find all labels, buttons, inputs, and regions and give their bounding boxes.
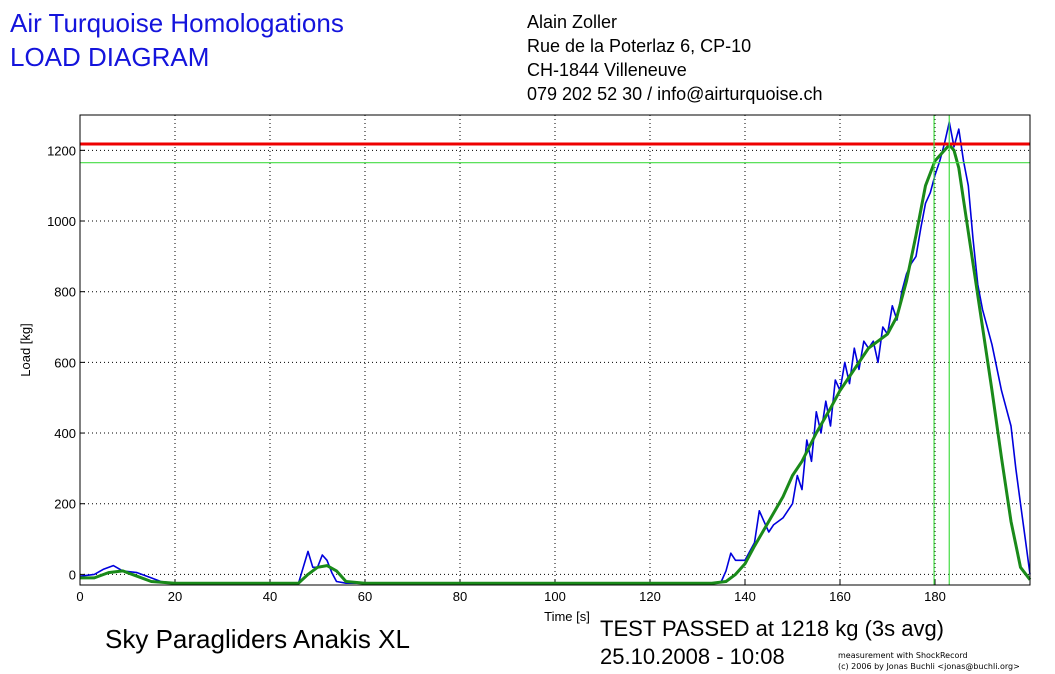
x-tick-label: 100 [544,589,566,604]
series [79,121,1032,585]
address-name: Alain Zoller [527,12,618,32]
address-city: CH-1844 Villeneuve [527,60,687,80]
y-tick-label: 0 [69,567,76,582]
axis-ticks: 0 20 40 60 80 100 120 140 160 180 0 200 400 600 800 100… [47,143,946,604]
address-contact: 079 202 52 30 / info@airturquoise.ch [527,84,823,104]
address-street: Rue de la Poterlaz 6, CP-10 [527,36,752,56]
test-result: TEST PASSED at 1218 kg (3s avg) [600,616,945,641]
y-tick-label: 1200 [47,143,76,158]
x-tick-label: 60 [358,589,372,604]
markers [80,115,1030,585]
credit-line-2: (c) 2006 by Jonas Buchli <jonas@buchli.o… [838,662,1020,671]
y-tick-label: 1000 [47,214,76,229]
x-tick-label: 180 [924,589,946,604]
credit-line-1: measurement with ShockRecord [838,651,968,660]
x-tick-label: 120 [639,589,661,604]
x-tick-label: 80 [453,589,467,604]
series-line-average [80,143,1032,585]
y-axis-label: Load [kg] [18,323,33,377]
product-name: Sky Paragliders Anakis XL [105,624,410,654]
y-tick-label: 600 [54,355,76,370]
x-tick-label: 160 [829,589,851,604]
chart-subtitle: LOAD DIAGRAM [10,42,210,72]
grid [79,115,1030,585]
x-tick-label: 40 [263,589,277,604]
y-tick-label: 400 [54,426,76,441]
x-tick-label: 140 [734,589,756,604]
y-tick-label: 800 [54,285,76,300]
plot-frame [79,114,1031,586]
x-tick-label: 0 [76,589,83,604]
y-tick-label: 200 [54,497,76,512]
chart-title: Air Turquoise Homologations [10,8,344,38]
test-datetime: 25.10.2008 - 10:08 [600,644,785,669]
x-tick-label: 20 [168,589,182,604]
series-line-raw [79,121,1031,584]
x-axis-label: Time [s] [544,609,590,624]
